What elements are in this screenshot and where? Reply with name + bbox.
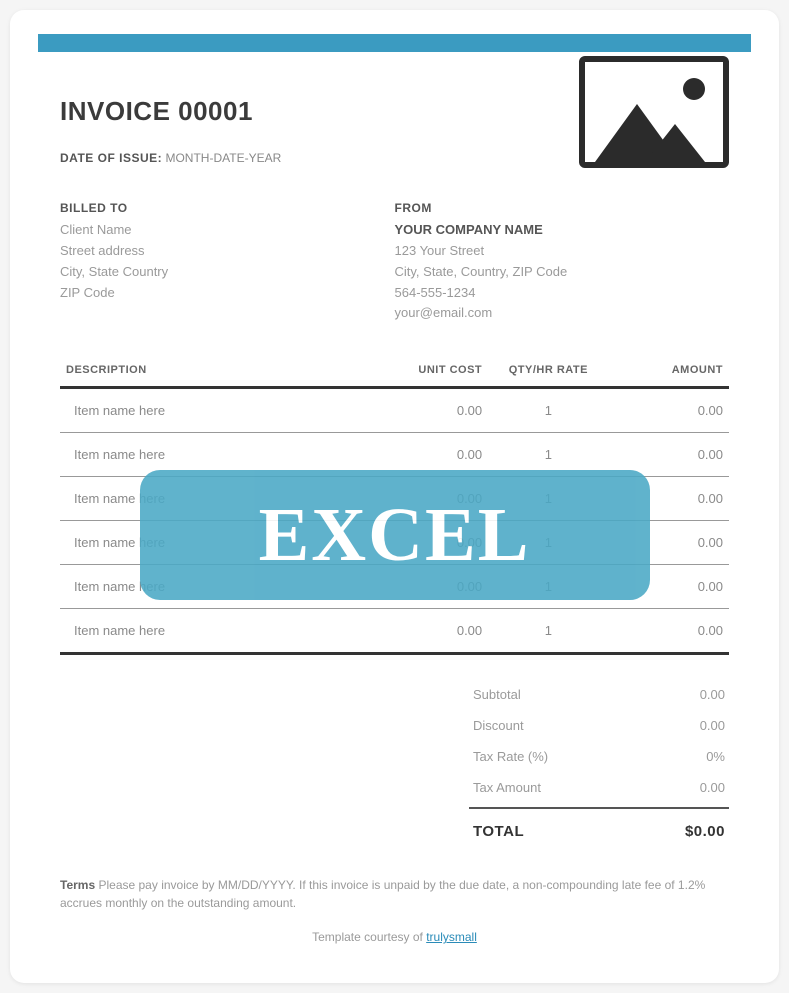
cell-unit-cost: 0.00 <box>368 433 488 477</box>
total-value: $0.00 <box>685 823 725 840</box>
cell-amount: 0.00 <box>609 609 729 654</box>
parties-block: BILLED TO Client Name Street address Cit… <box>60 199 729 324</box>
billed-to-heading: BILLED TO <box>60 199 395 218</box>
from-line: 123 Your Street <box>395 241 730 262</box>
date-value: MONTH-DATE-YEAR <box>165 151 281 165</box>
subtotal-row: Subtotal 0.00 <box>469 679 729 710</box>
cell-amount: 0.00 <box>609 433 729 477</box>
discount-row: Discount 0.00 <box>469 710 729 741</box>
billed-to-line: Street address <box>60 241 395 262</box>
from-company: YOUR COMPANY NAME <box>395 220 730 241</box>
date-label: DATE OF ISSUE: <box>60 151 162 165</box>
cell-unit-cost: 0.00 <box>368 477 488 521</box>
cell-amount: 0.00 <box>609 477 729 521</box>
table-row: Item name here0.0010.00 <box>60 565 729 609</box>
invoice-content: INVOICE 00001 DATE OF ISSUE: MONTH-DATE-… <box>10 52 779 944</box>
table-row: Item name here0.0010.00 <box>60 609 729 654</box>
col-qty: QTY/HR RATE <box>488 354 608 388</box>
accent-bar <box>38 34 751 52</box>
cell-qty: 1 <box>488 565 608 609</box>
terms-text: Please pay invoice by MM/DD/YYYY. If thi… <box>60 878 705 910</box>
cell-unit-cost: 0.00 <box>368 388 488 433</box>
taxamt-label: Tax Amount <box>473 780 541 795</box>
cell-unit-cost: 0.00 <box>368 521 488 565</box>
from-heading: FROM <box>395 199 730 218</box>
cell-amount: 0.00 <box>609 388 729 433</box>
from-line: your@email.com <box>395 303 730 324</box>
taxrate-label: Tax Rate (%) <box>473 749 548 764</box>
line-items-table: DESCRIPTION UNIT COST QTY/HR RATE AMOUNT… <box>60 354 729 655</box>
cell-description: Item name here <box>60 477 368 521</box>
cell-description: Item name here <box>60 609 368 654</box>
total-label: TOTAL <box>473 823 524 840</box>
taxrate-value: 0% <box>706 749 725 764</box>
cell-amount: 0.00 <box>609 565 729 609</box>
table-row: Item name here0.0010.00 <box>60 388 729 433</box>
grand-total-row: TOTAL $0.00 <box>469 809 729 840</box>
col-description: DESCRIPTION <box>60 354 368 388</box>
courtesy-prefix: Template courtesy of <box>312 930 426 944</box>
cell-qty: 1 <box>488 521 608 565</box>
totals-block: Subtotal 0.00 Discount 0.00 Tax Rate (%)… <box>469 679 729 840</box>
table-row: Item name here0.0010.00 <box>60 477 729 521</box>
taxamt-row: Tax Amount 0.00 <box>469 772 729 803</box>
cell-description: Item name here <box>60 433 368 477</box>
from-line: City, State, Country, ZIP Code <box>395 262 730 283</box>
cell-unit-cost: 0.00 <box>368 565 488 609</box>
cell-unit-cost: 0.00 <box>368 609 488 654</box>
table-header-row: DESCRIPTION UNIT COST QTY/HR RATE AMOUNT <box>60 354 729 388</box>
cell-qty: 1 <box>488 388 608 433</box>
taxrate-row: Tax Rate (%) 0% <box>469 741 729 772</box>
from-line: 564-555-1234 <box>395 283 730 304</box>
cell-description: Item name here <box>60 521 368 565</box>
terms-block: Terms Please pay invoice by MM/DD/YYYY. … <box>60 876 729 912</box>
cell-description: Item name here <box>60 388 368 433</box>
col-amount: AMOUNT <box>609 354 729 388</box>
billed-to-line: Client Name <box>60 220 395 241</box>
billed-to: BILLED TO Client Name Street address Cit… <box>60 199 395 324</box>
invoice-card: INVOICE 00001 DATE OF ISSUE: MONTH-DATE-… <box>10 10 779 983</box>
table-row: Item name here0.0010.00 <box>60 521 729 565</box>
courtesy-link[interactable]: trulysmall <box>426 930 477 944</box>
taxamt-value: 0.00 <box>700 780 725 795</box>
terms-label: Terms <box>60 878 95 892</box>
subtotal-value: 0.00 <box>700 687 725 702</box>
cell-amount: 0.00 <box>609 521 729 565</box>
col-unit-cost: UNIT COST <box>368 354 488 388</box>
courtesy-line: Template courtesy of trulysmall <box>60 930 729 944</box>
cell-description: Item name here <box>60 565 368 609</box>
image-placeholder-icon <box>579 56 729 168</box>
cell-qty: 1 <box>488 609 608 654</box>
from: FROM YOUR COMPANY NAME 123 Your Street C… <box>395 199 730 324</box>
discount-value: 0.00 <box>700 718 725 733</box>
cell-qty: 1 <box>488 477 608 521</box>
table-row: Item name here0.0010.00 <box>60 433 729 477</box>
billed-to-line: ZIP Code <box>60 283 395 304</box>
billed-to-line: City, State Country <box>60 262 395 283</box>
subtotal-label: Subtotal <box>473 687 521 702</box>
discount-label: Discount <box>473 718 524 733</box>
cell-qty: 1 <box>488 433 608 477</box>
